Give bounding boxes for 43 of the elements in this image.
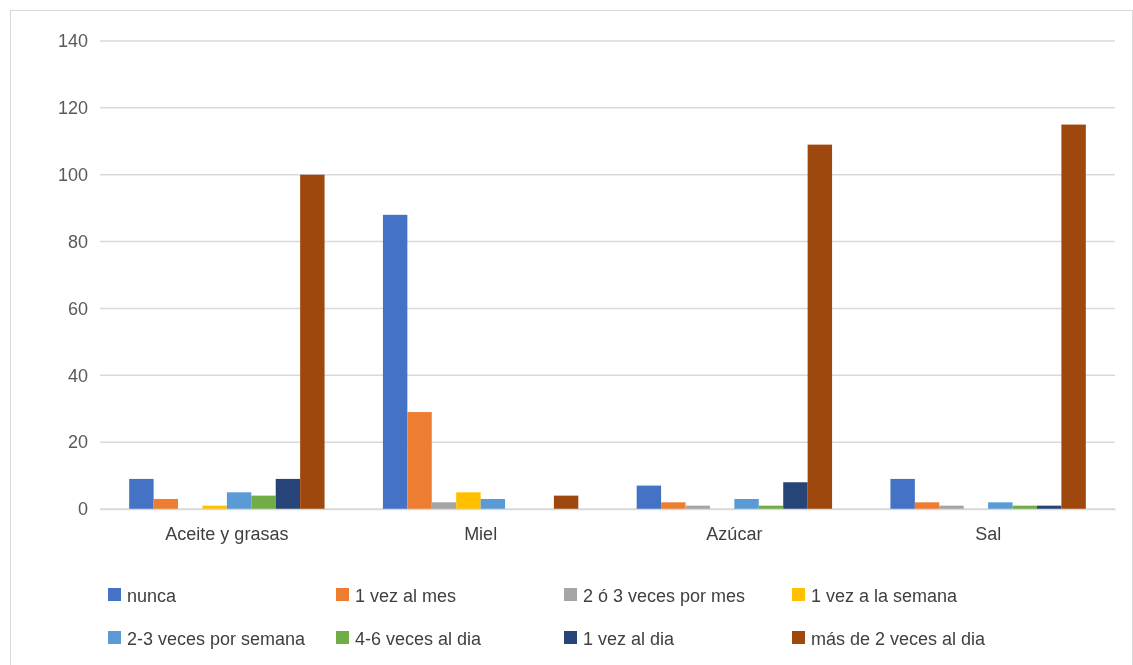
legend-label: 2-3 veces por semana (127, 629, 307, 649)
bar (431, 502, 457, 509)
bar (553, 495, 579, 509)
legend-label: nunca (127, 586, 178, 606)
y-tick-label: 60 (67, 298, 88, 319)
bar (734, 498, 759, 509)
legend-label: 1 vez al mes (355, 586, 457, 606)
bar (807, 144, 833, 509)
bar (636, 485, 662, 509)
x-tick-label: Azúcar (706, 523, 763, 544)
legend-label: 1 vez al dia (583, 629, 676, 649)
bar (890, 478, 915, 509)
legend-label: 4-6 veces al dia (355, 629, 483, 649)
y-tick-label: 20 (67, 432, 88, 453)
bar (1061, 124, 1086, 509)
legend-label: 2 ó 3 veces por mes (583, 586, 746, 606)
bar (251, 495, 276, 509)
bar (456, 492, 481, 509)
bar (275, 478, 301, 509)
y-tick-label: 0 (77, 499, 88, 520)
bar (661, 502, 686, 509)
y-tick-label: 100 (57, 164, 88, 185)
bar (480, 498, 506, 509)
y-tick-label: 80 (67, 231, 88, 252)
bar (300, 174, 325, 509)
y-tick-label: 120 (57, 98, 88, 119)
y-tick-label: 40 (67, 365, 88, 386)
bar (129, 478, 154, 509)
bar (226, 492, 252, 509)
x-tick-label: Sal (975, 523, 1002, 544)
bar (202, 505, 227, 509)
bar (988, 502, 1013, 509)
x-tick-label: Miel (464, 523, 498, 544)
bar (939, 505, 964, 509)
bar (914, 502, 940, 509)
x-tick-label: Aceite y grasas (165, 523, 289, 544)
bar (382, 214, 408, 509)
legend-label: más de 2 veces al dia (811, 629, 987, 649)
bar (153, 498, 179, 509)
bar (783, 482, 808, 509)
bar (407, 412, 432, 509)
y-tick-label: 140 (57, 31, 88, 52)
legend-label: 1 vez a la semana (811, 586, 959, 606)
